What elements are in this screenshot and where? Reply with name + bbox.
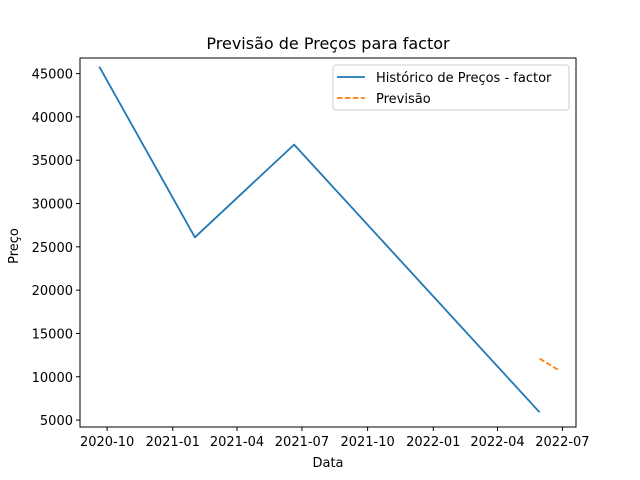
y-tick-label: 15000	[32, 327, 73, 342]
y-axis: 5000 10000 15000 20000 25000 30000 35000 40000 4…	[32, 68, 80, 429]
x-tick-label: 2022-01	[406, 435, 460, 450]
x-tick-label: 2021-01	[146, 435, 200, 450]
y-tick-label: 30000	[32, 198, 73, 213]
legend: Histórico de Preços - factor Previsão	[332, 64, 570, 111]
x-tick-label: 2021-07	[275, 435, 329, 450]
y-tick-label: 40000	[32, 111, 73, 126]
legend-box	[332, 64, 570, 111]
plot-frame	[79, 57, 577, 428]
x-axis-label: Data	[312, 456, 343, 471]
series-layer	[98, 66, 561, 413]
chart-title: Previsão de Preços para factor	[206, 34, 450, 53]
legend-label: Histórico de Preços - factor	[376, 71, 552, 86]
x-tick-label: 2021-10	[340, 435, 394, 450]
x-tick-label: 2020-10	[80, 435, 134, 450]
x-tick-label: 2022-04	[470, 435, 524, 450]
y-tick-label: 25000	[32, 241, 73, 256]
legend-label: Previsão	[376, 92, 431, 107]
x-tick-label: 2022-07	[535, 435, 589, 450]
y-tick-label: 45000	[32, 68, 73, 83]
y-axis-label: Preço	[7, 228, 22, 264]
series-line-0	[98, 66, 541, 413]
y-tick-label: 5000	[40, 414, 73, 429]
plot-area	[79, 57, 577, 428]
y-tick-label: 35000	[32, 154, 73, 169]
x-axis: 2020-10 2021-01 2021-04 2021-07 2021-10 2022-…	[80, 427, 590, 450]
y-tick-label: 10000	[32, 371, 73, 386]
y-tick-label: 20000	[32, 284, 73, 299]
series-line-1	[539, 357, 561, 372]
x-tick-label: 2021-04	[210, 435, 264, 450]
